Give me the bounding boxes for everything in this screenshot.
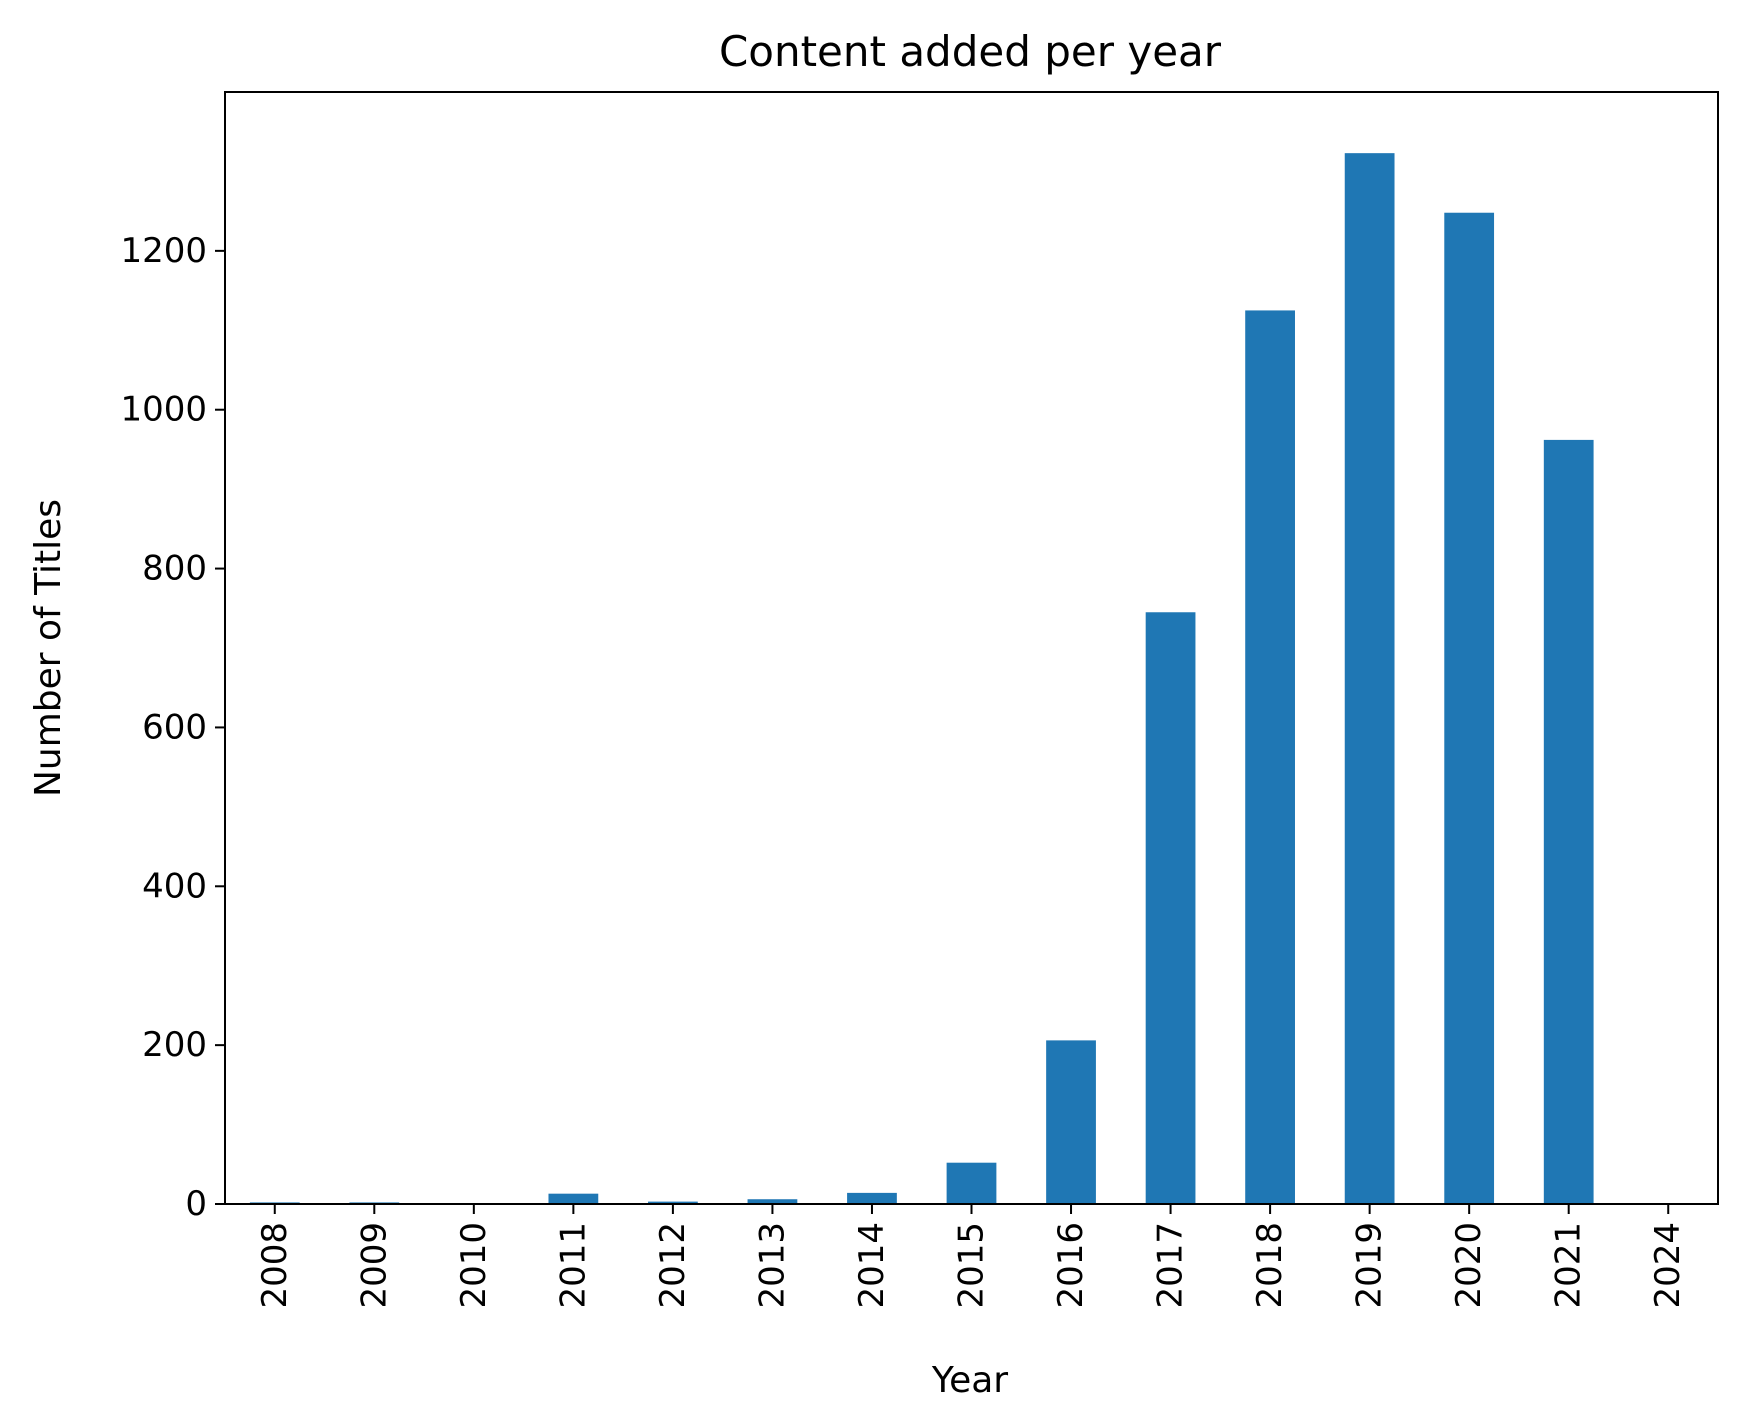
bar-2014 — [847, 1192, 897, 1204]
x-tick-label-2016: 2016 — [1051, 1222, 1091, 1309]
x-tick-label-2021: 2021 — [1549, 1222, 1589, 1309]
bar-2011 — [548, 1193, 599, 1204]
x-tick-label-2012: 2012 — [653, 1222, 693, 1309]
bar-2013 — [747, 1199, 798, 1204]
x-tick-label-2014: 2014 — [852, 1222, 892, 1309]
x-ticks: 2008 2009 2010 2011 2012 2013 2014 2015 2016 2017… — [255, 1204, 1688, 1309]
bar-2015 — [946, 1162, 997, 1204]
y-ticks: 0 200 400 600 800 1000 1200 — [120, 231, 225, 1224]
x-tick-label-2015: 2015 — [952, 1222, 992, 1309]
x-axis-label: Year — [931, 1360, 1008, 1401]
y-tick-label-1000: 1000 — [120, 390, 207, 430]
bar-2018 — [1245, 310, 1295, 1204]
x-tick-label-2024: 2024 — [1648, 1222, 1688, 1309]
y-tick-label-0: 0 — [185, 1184, 207, 1224]
bar-2019 — [1344, 153, 1395, 1204]
chart-title: Content added per year — [719, 27, 1222, 76]
bar-2017 — [1145, 612, 1196, 1204]
x-tick-label-2017: 2017 — [1151, 1222, 1191, 1309]
y-axis-label: Number of Titles — [28, 499, 69, 797]
x-tick-label-2009: 2009 — [354, 1222, 394, 1309]
plot-frame — [224, 91, 1719, 1205]
bar-2020 — [1444, 212, 1495, 1204]
y-tick-label-400: 400 — [142, 866, 207, 906]
y-tick-label-200: 200 — [142, 1025, 207, 1065]
y-tick-label-600: 600 — [142, 707, 207, 747]
bar-2021 — [1543, 439, 1594, 1204]
y-tick-label-800: 800 — [142, 549, 207, 589]
x-tick-label-2018: 2018 — [1250, 1222, 1290, 1309]
x-tick-label-2020: 2020 — [1449, 1222, 1489, 1309]
x-tick-label-2008: 2008 — [255, 1222, 295, 1309]
x-tick-label-2019: 2019 — [1350, 1222, 1390, 1309]
x-tick-label-2013: 2013 — [752, 1222, 792, 1309]
y-tick-label-1200: 1200 — [120, 231, 207, 271]
bars-layer — [249, 153, 1694, 1204]
x-tick-label-2011: 2011 — [553, 1222, 593, 1309]
bar-2016 — [1046, 1040, 1096, 1204]
x-tick-label-2010: 2010 — [454, 1222, 494, 1309]
bar-2012 — [648, 1201, 698, 1204]
